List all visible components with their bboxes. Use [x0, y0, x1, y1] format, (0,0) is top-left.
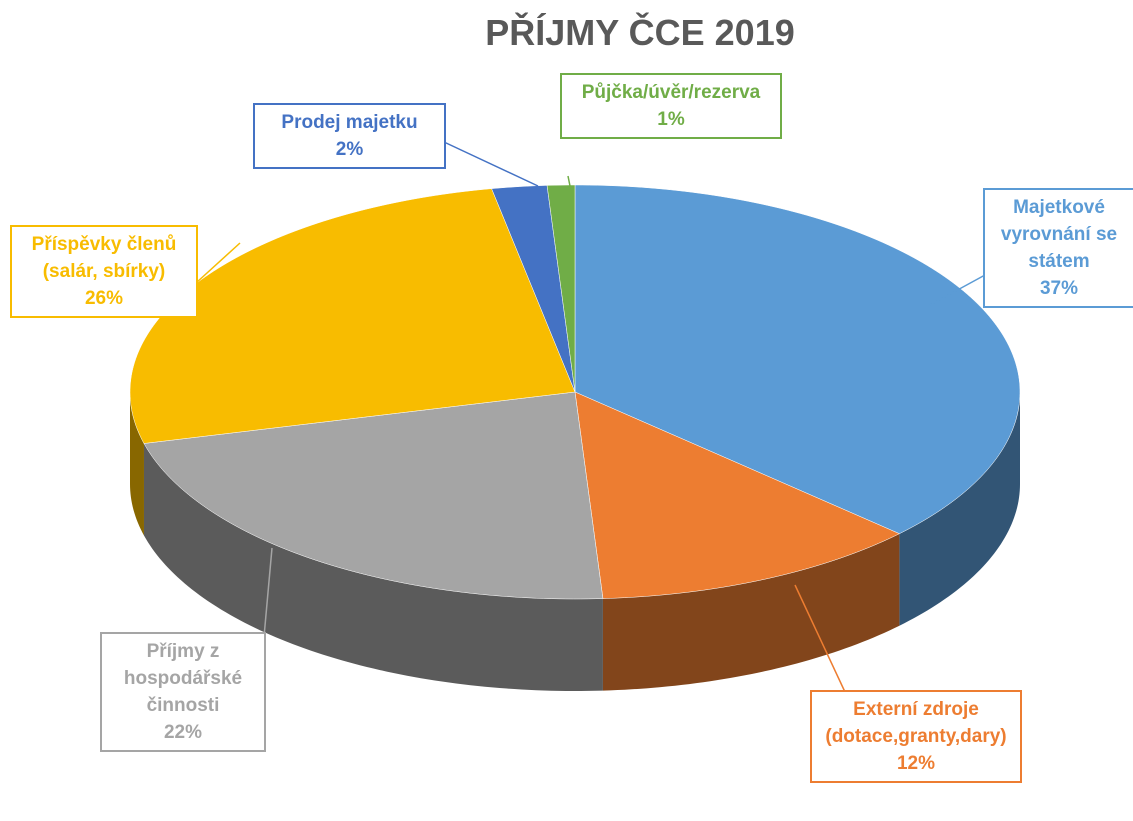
slice — [491, 185, 576, 393]
category-label: Příjmy z hospodářské činnosti — [123, 641, 243, 716]
data-label: Půjčka/úvěr/rezerva 1% — [560, 73, 782, 139]
data-label: Příspěvky členů (salár, sbírky) 26% — [10, 225, 198, 318]
value-label: 22% — [163, 722, 203, 743]
slice-side — [130, 392, 144, 536]
value-label: 26% — [84, 288, 124, 309]
category-label: Půjčka/úvěr/rezerva — [581, 82, 761, 103]
slice — [129, 188, 576, 444]
data-label: Externí zdroje (dotace,granty,dary) 12% — [810, 690, 1022, 783]
value-label: 12% — [896, 753, 936, 774]
slice-side — [899, 392, 1020, 626]
slice — [143, 391, 604, 600]
value-label: 2% — [335, 139, 364, 160]
leader-line — [443, 141, 539, 187]
slice — [574, 184, 1021, 534]
slice — [574, 391, 900, 599]
value-label: 1% — [657, 109, 685, 130]
category-label: Majetkové vyrovnání se státem — [1000, 197, 1118, 272]
value-label: 37% — [1039, 278, 1079, 299]
category-label: Příspěvky členů (salár, sbírky) — [31, 234, 177, 282]
data-label: Příjmy z hospodářské činnosti 22% — [100, 632, 266, 752]
leader-line — [262, 547, 273, 649]
leader-line — [794, 584, 846, 693]
data-label: Prodej majetku 2% — [253, 103, 446, 169]
leader-line — [929, 274, 986, 306]
chart-title: PŘÍJMY ČCE 2019 — [485, 12, 795, 53]
slice-side — [143, 443, 603, 691]
data-label: Majetkové vyrovnání se státem 37% — [983, 188, 1133, 308]
slice — [546, 184, 576, 393]
leader-line — [195, 242, 241, 284]
leader-line — [567, 175, 571, 187]
category-label: Externí zdroje (dotace,granty,dary) — [825, 699, 1007, 747]
category-label: Prodej majetku — [281, 112, 418, 133]
